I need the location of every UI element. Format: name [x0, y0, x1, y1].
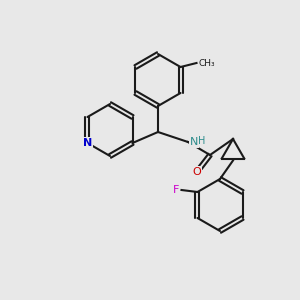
Text: N: N — [83, 138, 92, 148]
Text: N: N — [190, 137, 198, 147]
Text: CH₃: CH₃ — [199, 58, 215, 68]
Text: F: F — [173, 185, 179, 195]
Text: O: O — [193, 167, 201, 177]
Text: H: H — [198, 136, 206, 146]
